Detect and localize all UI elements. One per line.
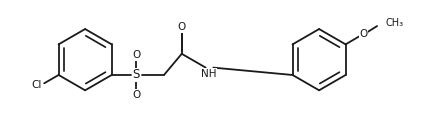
Text: S: S: [133, 68, 140, 82]
Text: O: O: [132, 90, 141, 100]
Text: NH: NH: [201, 69, 217, 79]
Text: CH₃: CH₃: [385, 18, 404, 28]
Text: O: O: [178, 22, 186, 32]
Text: O: O: [359, 29, 367, 39]
Text: O: O: [132, 50, 141, 60]
Text: Cl: Cl: [31, 80, 42, 90]
